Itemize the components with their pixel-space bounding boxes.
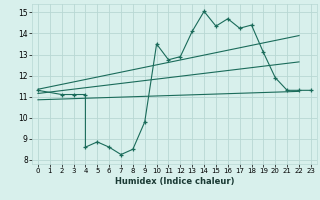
X-axis label: Humidex (Indice chaleur): Humidex (Indice chaleur) [115,177,234,186]
